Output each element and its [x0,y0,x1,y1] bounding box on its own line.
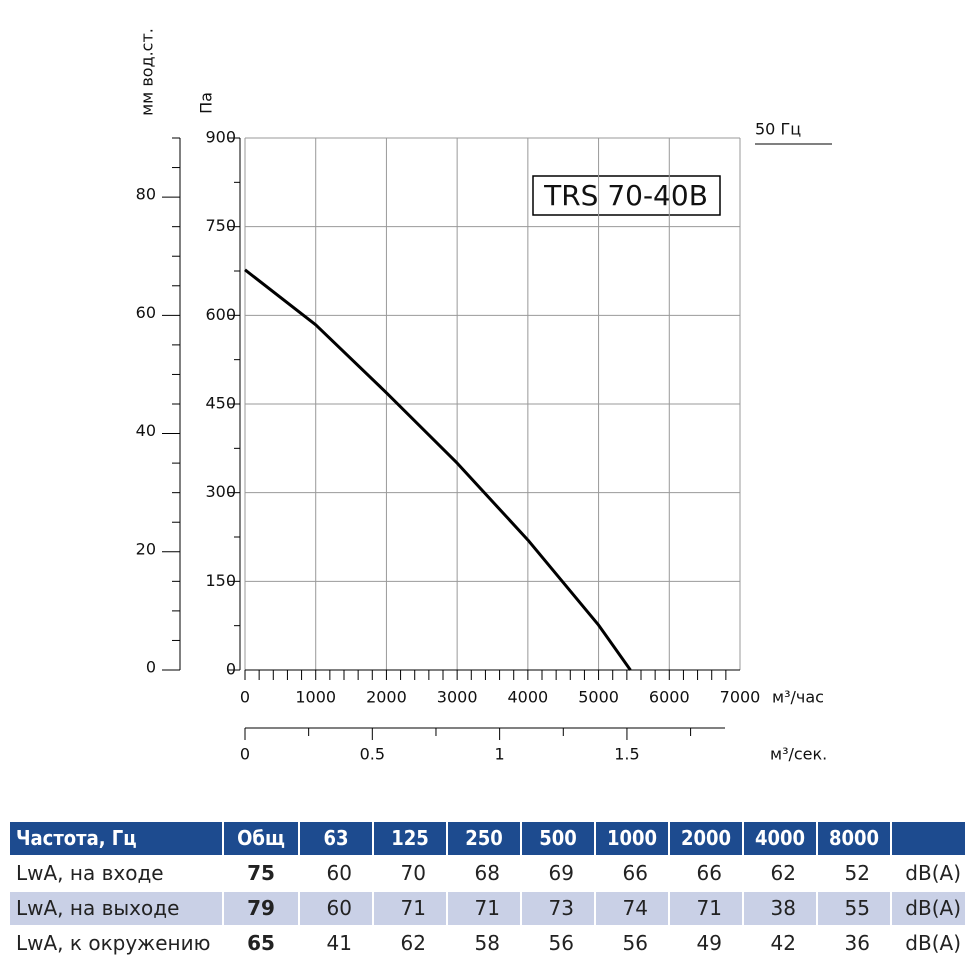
table-cell: LwA, к окружению [16,931,211,955]
table-cell: dB(A) [892,892,965,925]
table-cell: 63 [300,822,372,855]
table-cell: 66 [696,861,722,885]
y2-axis-label: мм вод.ст. [138,28,157,116]
table-cell: 56 [548,931,574,955]
table-cell: 66 [622,861,648,885]
table-cell: LwA, на выходе [10,892,222,925]
x2-tick-label: 0.5 [360,745,385,764]
table-cell: 1000 [596,822,668,855]
y-tick-label: 450 [205,394,236,413]
y2-tick-label: 0 [146,658,156,677]
table-cell: 71 [448,892,520,925]
table-cell: 55 [818,892,890,925]
table-cell: 42 [770,931,796,955]
table-cell: 58 [474,931,500,955]
x-tick-label: 6000 [649,688,690,707]
table-cell: 41 [326,931,352,955]
table-cell: 79 [224,892,298,925]
y-tick-label: 750 [205,216,236,235]
table-cell: 62 [400,931,426,955]
table-cell: 62 [770,861,796,885]
table-cell: 75 [247,861,275,885]
table-cell: dB(A) [905,931,961,955]
y-tick-label: 900 [205,128,236,147]
frequency-label: 50 Гц [755,120,801,139]
table-header-blank [892,822,965,855]
table-cell: 500 [522,822,594,855]
table-cell: 60 [300,892,372,925]
x-tick-label: 3000 [437,688,478,707]
table-cell: 68 [474,861,500,885]
table-cell: 65 [247,931,275,955]
x2-tick-label: 0 [240,745,250,764]
table-cell: 74 [596,892,668,925]
table-cell: 4000 [744,822,816,855]
y2-tick-label: 60 [136,303,156,322]
performance-curve [244,268,632,671]
table-cell: 60 [326,861,352,885]
table-cell: 36 [844,931,870,955]
table-cell: 56 [622,931,648,955]
x-tick-label: 7000 [720,688,761,707]
table-cell: 73 [522,892,594,925]
x-tick-label: 1000 [295,688,336,707]
x-tick-label: 5000 [578,688,619,707]
y2-tick-label: 20 [136,539,156,558]
table-cell: Частота, Гц [10,822,222,855]
y-axis-label: Па [197,92,216,114]
y-tick-label: 300 [205,482,236,501]
table-cell: LwA, на входе [16,861,164,885]
table-cell: 71 [374,892,446,925]
table-cell: 2000 [670,822,742,855]
y2-tick-label: 40 [136,421,156,440]
y-tick-label: 150 [205,571,236,590]
table-cell: Общ [224,822,298,855]
table-cell: dB(A) [905,861,961,885]
table-cell: 38 [744,892,816,925]
x2-tick-label: 1.5 [614,745,639,764]
chart: мм вод.ст. Па 50 Гц TRS 70-40B м³/час м³… [136,28,832,764]
x-tick-label: 0 [240,688,250,707]
table-cell: 49 [696,931,722,955]
table-cell: 125 [374,822,446,855]
x2-tick-label: 1 [495,745,505,764]
table-cell: 69 [548,861,574,885]
x2-axis-label: м³/сек. [770,745,827,764]
table-cell: 71 [670,892,742,925]
y-tick-label: 600 [205,305,236,324]
x-tick-label: 2000 [366,688,407,707]
table-cell: 250 [448,822,520,855]
annotation-box [532,175,721,216]
x-tick-label: 4000 [507,688,548,707]
y-tick-label: 0 [226,660,236,679]
y2-tick-label: 80 [136,185,156,204]
x-axis-label: м³/час [772,688,824,707]
table-cell: 70 [400,861,426,885]
annotation: TRS 70-40B [543,179,708,212]
table-cell: 52 [844,861,870,885]
table-cell: 8000 [818,822,890,855]
